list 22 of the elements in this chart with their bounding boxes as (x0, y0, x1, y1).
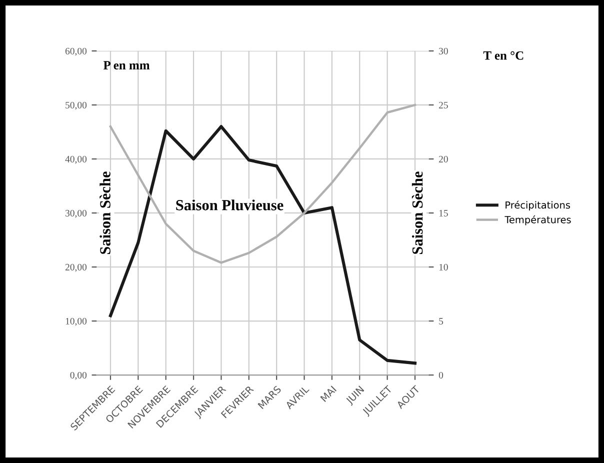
x-tick-label: MAI (320, 386, 336, 402)
y2-tick-label: 20 (438, 156, 448, 162)
y2-tick-label: 15 (439, 210, 448, 216)
annotation: Saison Pluvieuse (176, 200, 284, 210)
y-tick-label: 50,00 (66, 102, 87, 110)
legend-label: Températures (504, 215, 571, 226)
y-tick-label: 30,00 (66, 210, 87, 218)
y-axis-title: P en mm (103, 61, 150, 70)
legend-label: Précipitations (506, 200, 570, 211)
annotation: Saison Sèche (100, 172, 110, 254)
y2-tick-label: 5 (439, 318, 444, 324)
y-tick-label: 10,00 (66, 318, 87, 326)
y-tick-label: 40,00 (65, 156, 87, 164)
y2-axis-title: T en °C (483, 51, 524, 60)
y-tick-label: 20,00 (65, 264, 87, 272)
y2-tick-label: 10 (439, 264, 448, 270)
annotation: Saison Sèche (412, 172, 423, 254)
y2-tick-label: 25 (438, 102, 448, 108)
y-tick-label: 0,00 (70, 372, 87, 380)
y2-tick-label: 30 (439, 48, 448, 54)
y2-tick-label: 0 (438, 372, 444, 378)
y-tick-label: 60,00 (65, 48, 87, 56)
